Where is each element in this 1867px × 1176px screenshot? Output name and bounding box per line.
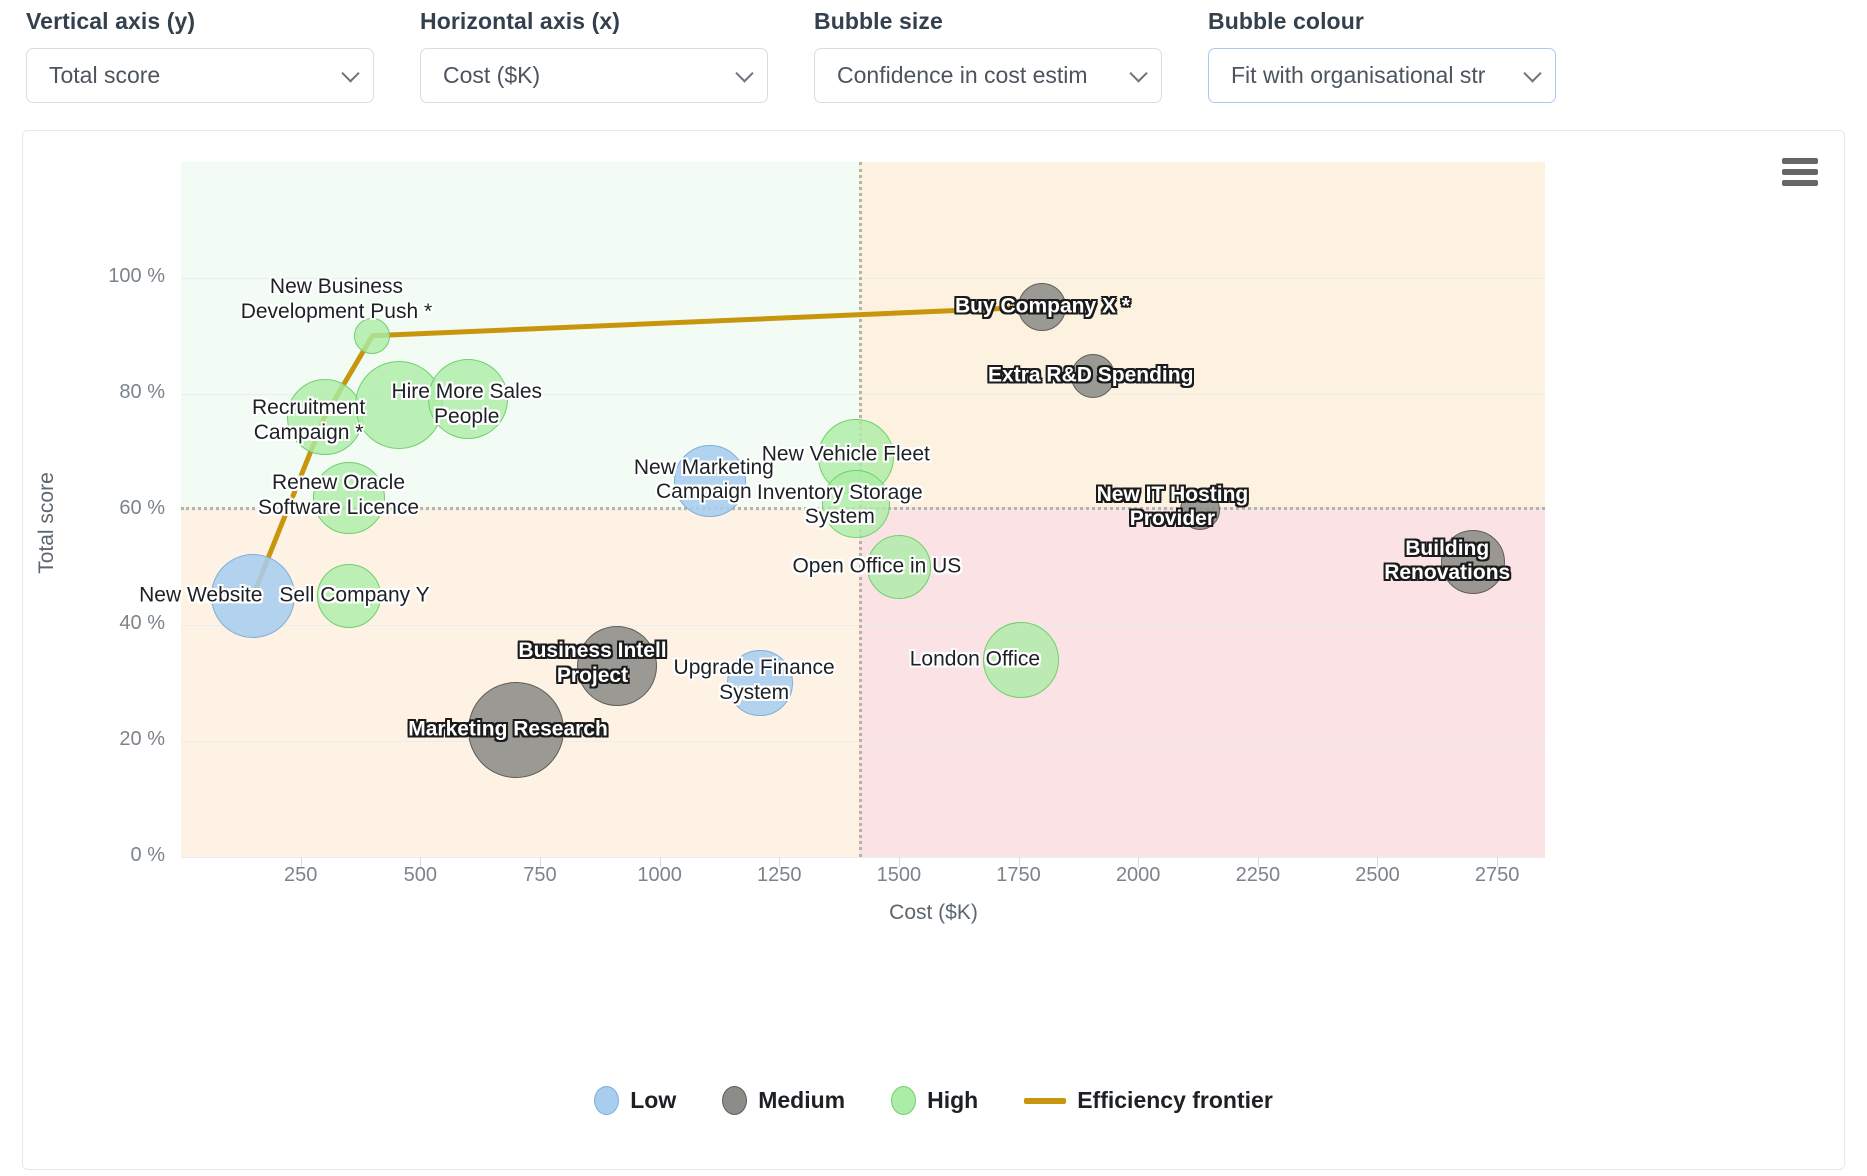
bubble-point[interactable] xyxy=(428,359,509,440)
control-group-horizontal-axis: Horizontal axis (x) Cost ($K) xyxy=(420,8,768,103)
bubble-point[interactable] xyxy=(316,564,381,629)
control-group-bubble-colour: Bubble colour Fit with organisational st… xyxy=(1208,8,1556,103)
chart-legend: Low Medium High Efficiency frontier xyxy=(23,1086,1844,1115)
gridline-y xyxy=(181,277,1545,279)
x-tick-mark xyxy=(539,857,541,867)
legend-circle-marker xyxy=(722,1086,748,1115)
menu-bar-3 xyxy=(1782,180,1818,186)
menu-bar-1 xyxy=(1782,158,1818,164)
legend-item[interactable]: Low xyxy=(594,1086,676,1115)
legend-item[interactable]: Medium xyxy=(722,1086,845,1115)
x-tick-label: 500 xyxy=(403,864,437,886)
chevron-down-icon xyxy=(341,63,360,83)
x-tick-label: 1000 xyxy=(637,864,682,886)
vertical-axis-select[interactable]: Total score xyxy=(26,48,374,103)
bubble-point[interactable] xyxy=(821,469,890,538)
horizontal-axis-label: Horizontal axis (x) xyxy=(420,8,620,34)
x-tick-label: 2500 xyxy=(1355,864,1400,886)
menu-bar-2 xyxy=(1782,169,1818,175)
bubble-point[interactable] xyxy=(1441,529,1506,594)
x-tick-mark xyxy=(1377,857,1379,867)
controls-bar: Vertical axis (y) Total score Horizontal… xyxy=(0,0,1867,130)
bubble-point[interactable] xyxy=(354,361,443,450)
bubble-point[interactable] xyxy=(1018,282,1067,331)
x-tick-mark xyxy=(1138,857,1140,867)
horizontal-axis-select[interactable]: Cost ($K) xyxy=(420,48,768,103)
chevron-down-icon xyxy=(1129,63,1148,83)
quadrant-top-right xyxy=(859,162,1545,507)
legend-label: Medium xyxy=(758,1087,846,1113)
hamburger-menu-icon[interactable] xyxy=(1782,158,1818,186)
bubble-point[interactable] xyxy=(210,554,295,639)
x-tick-mark xyxy=(659,857,661,867)
bubble-chart-card: New Website Sell Company Y Renew Oracle Sof… xyxy=(22,130,1845,1170)
x-axis-title: Cost ($K) xyxy=(889,901,978,924)
y-tick-label: 100 % xyxy=(108,264,165,287)
bubble-point[interactable] xyxy=(866,535,931,600)
x-tick-label: 1250 xyxy=(756,864,802,886)
bubble-point[interactable] xyxy=(673,444,746,517)
x-tick-label: 250 xyxy=(283,864,318,886)
gridline-y xyxy=(181,741,1545,743)
bubble-size-label: Bubble size xyxy=(814,8,943,34)
x-tick-label: 2000 xyxy=(1115,864,1161,886)
control-group-vertical-axis: Vertical axis (y) Total score xyxy=(26,8,374,103)
bubble-size-select[interactable]: Confidence in cost estim xyxy=(814,48,1162,103)
y-tick-label: 80 % xyxy=(119,380,165,403)
y-axis-title: Total score xyxy=(35,472,58,574)
x-tick-mark xyxy=(300,857,302,867)
bubble-colour-select[interactable]: Fit with organisational str xyxy=(1208,48,1556,103)
bubble-point[interactable] xyxy=(576,625,657,706)
bubble-point[interactable] xyxy=(982,622,1059,699)
gridline-y xyxy=(181,857,1545,858)
x-tick-label: 1500 xyxy=(876,864,922,886)
bubble-point[interactable] xyxy=(727,650,794,717)
vertical-axis-value: Total score xyxy=(49,62,161,88)
legend-item[interactable]: Efficiency frontier xyxy=(1024,1087,1273,1114)
x-tick-mark xyxy=(420,857,422,867)
legend-item[interactable]: High xyxy=(891,1086,978,1115)
bubble-point[interactable] xyxy=(1180,489,1221,530)
x-tick-mark xyxy=(1497,857,1499,867)
legend-circle-marker xyxy=(891,1086,917,1115)
vertical-axis-label: Vertical axis (y) xyxy=(26,8,196,34)
x-tick-mark xyxy=(898,857,900,867)
x-tick-mark xyxy=(1257,857,1259,867)
legend-label: Efficiency frontier xyxy=(1077,1087,1273,1113)
y-tick-label: 0 % xyxy=(130,844,165,866)
x-tick-label: 750 xyxy=(523,864,557,886)
bubble-size-value: Confidence in cost estim xyxy=(837,62,1088,88)
quadrant-top-left xyxy=(181,162,859,507)
chevron-down-icon xyxy=(1523,63,1542,83)
x-tick-label: 2750 xyxy=(1474,864,1520,886)
x-tick-mark xyxy=(1018,857,1020,867)
legend-label: High xyxy=(927,1087,979,1113)
bubble-colour-value: Fit with organisational str xyxy=(1231,62,1486,88)
x-tick-label: 2250 xyxy=(1235,864,1281,886)
bubble-point[interactable] xyxy=(354,317,391,354)
y-tick-label: 40 % xyxy=(119,612,165,635)
bubble-point[interactable] xyxy=(468,681,565,778)
horizontal-axis-value: Cost ($K) xyxy=(443,62,541,88)
bubble-point[interactable] xyxy=(286,378,363,455)
bubble-point[interactable] xyxy=(312,461,385,534)
legend-label: Low xyxy=(630,1087,677,1113)
legend-line-marker xyxy=(1024,1097,1067,1104)
gridline-y xyxy=(181,625,1545,627)
bubble-point[interactable] xyxy=(1070,354,1115,399)
y-tick-label: 20 % xyxy=(119,728,165,751)
legend-circle-marker xyxy=(594,1086,620,1115)
bubble-colour-label: Bubble colour xyxy=(1208,8,1364,34)
x-tick-label: 1750 xyxy=(996,864,1041,886)
plot-area: New Website Sell Company Y Renew Oracle Sof… xyxy=(23,131,1844,1169)
x-tick-mark xyxy=(779,857,781,867)
control-group-bubble-size: Bubble size Confidence in cost estim xyxy=(814,8,1162,103)
y-tick-label: 60 % xyxy=(119,496,165,519)
chevron-down-icon xyxy=(735,63,754,83)
